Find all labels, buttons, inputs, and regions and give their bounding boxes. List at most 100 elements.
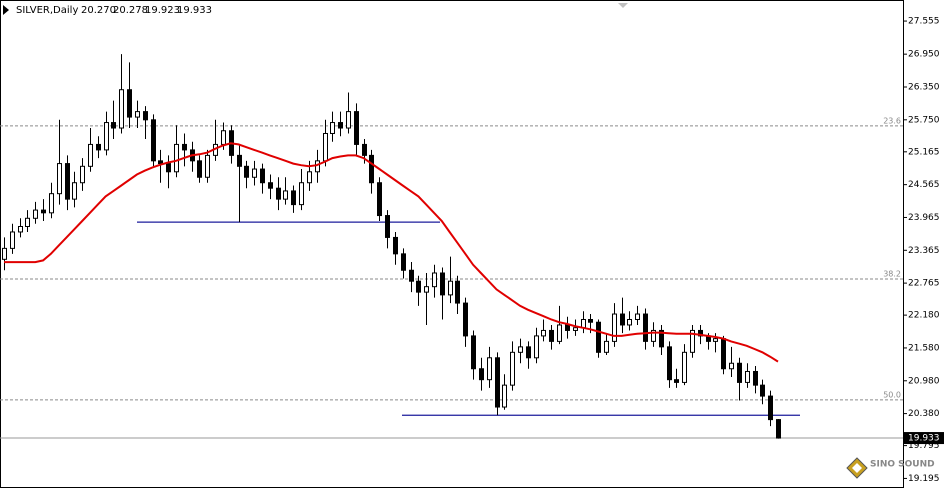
candle-body <box>252 168 257 178</box>
candle-body <box>659 329 664 348</box>
candle-body <box>338 122 343 129</box>
candle-body <box>237 154 242 167</box>
candle-body <box>197 160 202 178</box>
candle-body <box>760 384 765 397</box>
candle-body <box>588 318 593 323</box>
y-tick-label: 26.950 <box>908 50 940 60</box>
candle-body <box>354 111 359 145</box>
candle-body <box>143 111 148 121</box>
candle-body <box>315 160 320 173</box>
fib-label: 50.0 <box>883 390 901 399</box>
candle-body <box>244 165 249 178</box>
candle-body <box>65 163 70 200</box>
candle-body <box>573 327 578 331</box>
price-tag-label: 19.933 <box>908 434 940 444</box>
candle-body <box>674 379 679 383</box>
candle-body <box>581 318 586 329</box>
candle-body <box>448 280 453 296</box>
candle-body <box>643 313 648 342</box>
candle-body <box>135 111 140 118</box>
candle-body <box>620 313 625 326</box>
candle-body <box>682 351 687 383</box>
candle-body <box>471 335 476 370</box>
candle-body <box>409 269 414 282</box>
candle-body <box>323 132 328 162</box>
candle-body <box>690 329 695 353</box>
candle-body <box>158 160 163 165</box>
y-tick-label: 24.565 <box>908 180 940 190</box>
candle-body <box>612 313 617 342</box>
candle-body <box>432 272 437 288</box>
candle-body <box>440 272 445 296</box>
ohlc-high: 20.278 <box>113 5 148 16</box>
candle-body <box>667 346 672 381</box>
candle-body <box>729 362 734 370</box>
ohlc-close: 19.933 <box>177 5 212 16</box>
candle-body <box>393 236 398 255</box>
candle-body <box>104 122 109 151</box>
symbol: SILVER,Daily <box>16 5 78 16</box>
price-tag <box>904 432 944 445</box>
y-tick-label: 22.765 <box>908 279 940 289</box>
fib-label: 38.2 <box>883 270 901 279</box>
candle-body <box>174 143 179 173</box>
candle-body <box>119 89 124 129</box>
candle-body <box>80 165 85 184</box>
watermark-logo <box>846 457 868 479</box>
candle-body <box>565 324 570 331</box>
candle-body <box>182 143 187 151</box>
ohlc-open: 20.270 <box>81 5 116 16</box>
candle-body <box>369 154 374 184</box>
candle-body <box>401 253 406 271</box>
candle-body <box>362 143 367 156</box>
candle-body <box>330 122 335 134</box>
candle-body <box>260 168 265 184</box>
candle-body <box>721 338 726 370</box>
candle-body <box>2 247 7 260</box>
candle-body <box>10 231 15 249</box>
candle-body <box>96 143 101 151</box>
y-tick-label: 20.380 <box>908 409 940 419</box>
candle-body <box>534 335 539 359</box>
candle-body <box>18 225 23 233</box>
candle-body <box>753 370 758 386</box>
candle-body <box>713 338 718 342</box>
candle-body <box>416 280 421 293</box>
candle-body <box>745 370 750 383</box>
candle-body <box>627 318 632 326</box>
candle-body <box>776 419 781 439</box>
header-arrow <box>3 5 9 15</box>
candle-body <box>283 190 288 200</box>
y-tick-label: 27.555 <box>908 17 940 27</box>
candle-body <box>635 313 640 320</box>
candle-body <box>596 321 601 353</box>
candle-body <box>72 182 77 200</box>
candle-body <box>276 187 281 200</box>
y-tick-label: 23.965 <box>908 213 940 223</box>
ohlc-low: 19.923 <box>145 5 180 16</box>
candle-body <box>479 368 484 381</box>
candle-body <box>541 329 546 337</box>
candle-body <box>549 329 554 342</box>
candle-body <box>88 143 93 167</box>
candle-body <box>518 346 523 353</box>
moving-average <box>4 142 779 363</box>
plot-frame <box>0 0 904 488</box>
candle-body <box>166 163 171 173</box>
candle-body <box>557 324 562 342</box>
y-tick-label: 23.365 <box>908 246 940 256</box>
candle-body <box>495 357 500 408</box>
y-tick-label: 25.750 <box>908 115 940 125</box>
candle-body <box>487 357 492 381</box>
candle-body <box>291 190 296 206</box>
candle-body <box>737 362 742 383</box>
y-tick-label: 25.165 <box>908 147 940 157</box>
candle-body <box>651 329 656 342</box>
candle-body <box>151 119 156 162</box>
candle-body <box>526 346 531 359</box>
candle-body <box>33 209 38 219</box>
y-tick-label: 22.180 <box>908 311 940 321</box>
candle-body <box>307 171 312 184</box>
candle-body <box>41 209 46 214</box>
